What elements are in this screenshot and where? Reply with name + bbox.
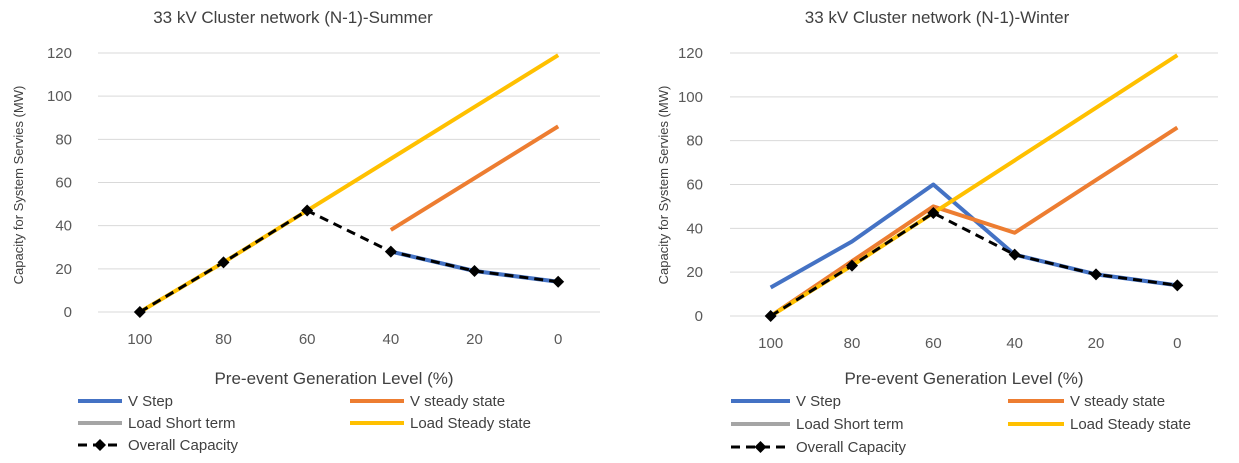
series-line-overall-capacity xyxy=(769,211,1178,318)
y-tick-label: 80 xyxy=(55,131,72,148)
x-tick-label: 80 xyxy=(215,331,232,348)
y-tick-label: 120 xyxy=(678,45,703,62)
y-tick-label: 20 xyxy=(55,261,72,278)
x-tick-label: 0 xyxy=(554,331,562,348)
legend-item-overall-capacity: Overall Capacity xyxy=(78,437,239,454)
y-tick-label: 0 xyxy=(695,308,703,325)
x-tick-label: 80 xyxy=(844,335,861,352)
y-tick-label: 40 xyxy=(686,220,703,237)
legend-label: V Step xyxy=(796,393,841,410)
legend-label: V steady state xyxy=(1070,393,1165,410)
series-line-v-steady-state xyxy=(389,124,560,232)
y-axis-label: Capacity for System Servies (MW) xyxy=(11,86,26,285)
legend-label: Overall Capacity xyxy=(128,437,239,454)
chart-title: 33 kV Cluster network (N-1)-Summer xyxy=(153,8,433,27)
data-point-overall-capacity xyxy=(1008,248,1021,261)
legend-item-overall-capacity: Overall Capacity xyxy=(731,439,907,456)
x-tick-label: 20 xyxy=(466,331,483,348)
data-point-overall-capacity xyxy=(133,306,146,318)
x-tick-label: 60 xyxy=(299,331,316,348)
data-point-overall-capacity xyxy=(552,275,565,288)
y-tick-label: 20 xyxy=(686,264,703,281)
legend-item-v-steady-state: V steady state xyxy=(1008,393,1165,410)
legend-marker xyxy=(754,441,767,453)
legend-label: Load Steady state xyxy=(1070,416,1191,433)
legend-marker xyxy=(94,439,106,451)
data-point-overall-capacity xyxy=(846,259,858,272)
x-axis-label: Pre-event Generation Level (%) xyxy=(844,369,1083,388)
x-tick-label: 100 xyxy=(758,335,783,352)
legend-item-load-steady-state: Load Steady state xyxy=(1008,416,1191,433)
y-axis-label: Capacity for System Servies (MW) xyxy=(656,86,671,285)
x-tick-label: 20 xyxy=(1088,335,1105,352)
legend-item-load-steady-state: Load Steady state xyxy=(350,415,531,432)
data-point-overall-capacity xyxy=(384,245,397,258)
data-point-overall-capacity xyxy=(927,206,940,219)
data-point-overall-capacity xyxy=(217,256,230,269)
legend-item-load-short-term: Load Short term xyxy=(78,415,236,432)
winter-chart: 33 kV Cluster network (N-1)-Winter 0 20 40 6… xyxy=(656,8,1218,456)
y-tick-label: 40 xyxy=(55,218,72,235)
x-tick-label: 100 xyxy=(127,331,152,348)
x-axis-label: Pre-event Generation Level (%) xyxy=(214,369,453,388)
legend-label: Load Short term xyxy=(796,416,904,433)
data-point-overall-capacity xyxy=(468,264,481,277)
summer-chart: 33 kV Cluster network (N-1)-Summer 0 20 40 6… xyxy=(11,8,600,454)
chart-title: 33 kV Cluster network (N-1)-Winter xyxy=(805,8,1070,27)
legend-label: Overall Capacity xyxy=(796,439,907,456)
legend-label: Load Steady state xyxy=(410,415,531,432)
x-tick-label: 0 xyxy=(1173,335,1181,352)
legend-item-v-steady-state: V steady state xyxy=(350,393,505,410)
y-tick-label: 80 xyxy=(686,133,703,150)
x-tick-label: 60 xyxy=(925,335,942,352)
y-tick-label: 60 xyxy=(55,175,72,192)
y-tick-label: 100 xyxy=(678,89,703,106)
legend-label: Load Short term xyxy=(128,415,236,432)
data-point-overall-capacity xyxy=(1171,279,1184,292)
data-point-overall-capacity xyxy=(764,310,777,322)
series-line-v-steady-state xyxy=(769,125,1179,318)
legend-label: V Step xyxy=(128,393,173,410)
legend-label: V steady state xyxy=(410,393,505,410)
legend-item-load-short-term: Load Short term xyxy=(731,416,904,433)
data-point-overall-capacity xyxy=(301,204,314,217)
y-tick-label: 100 xyxy=(47,88,72,105)
y-tick-label: 0 xyxy=(64,304,72,321)
x-tick-label: 40 xyxy=(382,331,399,348)
legend-item-v-step: V Step xyxy=(731,393,841,410)
y-tick-label: 60 xyxy=(686,177,703,194)
series-line-overall-capacity xyxy=(139,209,559,314)
x-tick-label: 40 xyxy=(1006,335,1023,352)
legend-item-v-step: V Step xyxy=(78,393,173,410)
y-tick-label: 120 xyxy=(47,45,72,62)
data-point-overall-capacity xyxy=(1090,268,1102,281)
